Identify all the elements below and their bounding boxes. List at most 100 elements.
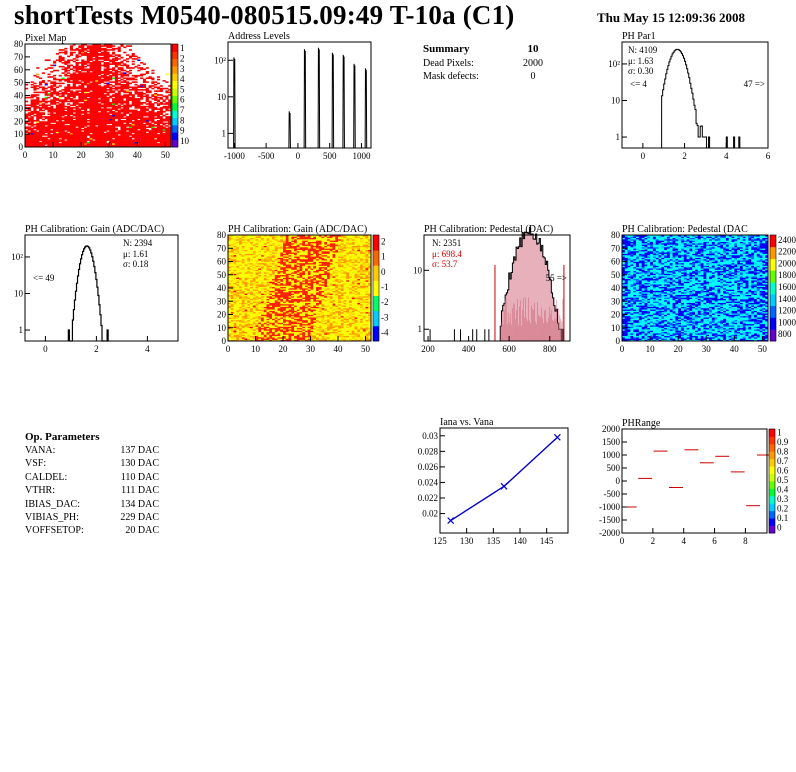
heatmap-cell	[250, 303, 254, 306]
heatmap-cell	[78, 114, 82, 117]
heatmap-cell	[230, 329, 234, 331]
heatmap-cell	[114, 108, 118, 110]
heatmap-cell	[112, 126, 116, 128]
heatmap-cell	[266, 313, 270, 315]
heatmap-cell	[258, 334, 262, 337]
heatmap-cell	[64, 71, 68, 73]
heatmap-cell	[120, 140, 124, 143]
heatmap-cell	[114, 82, 118, 85]
heatmap-cell	[285, 303, 289, 306]
heatmap-cell	[69, 91, 74, 94]
heatmap-cell	[69, 113, 74, 116]
heatmap-cell	[78, 117, 82, 119]
heatmap-cell	[92, 95, 96, 98]
heatmap-cell	[340, 305, 344, 307]
heatmap-cell	[117, 105, 121, 108]
heatmap-cell	[291, 314, 295, 317]
heatmap-cell	[313, 299, 317, 302]
heatmap-cell	[165, 141, 169, 144]
heatmap-cell	[296, 325, 300, 327]
heatmap-cell	[61, 113, 65, 116]
heatmap-cell	[128, 139, 132, 141]
heatmap-cell	[83, 72, 88, 74]
heatmap-cell	[236, 289, 240, 291]
heatmap-cell	[288, 314, 292, 317]
heatmap-cell	[95, 82, 99, 85]
heatmap-cell	[78, 118, 82, 121]
heatmap-cell	[95, 90, 99, 92]
heatmap-cell	[316, 317, 320, 319]
chart-title: PH Calibration: Gain (ADC/DAC)	[25, 224, 164, 235]
heatmap-cell	[266, 286, 270, 289]
heatmap-cell	[349, 302, 353, 305]
heatmap-cell	[168, 126, 172, 128]
heatmap-cell	[131, 128, 135, 131]
heatmap-cell	[283, 288, 287, 290]
heatmap-cell	[329, 331, 333, 334]
heatmap-cell	[316, 294, 320, 297]
heatmap-cell	[316, 331, 320, 334]
heatmap-cell	[316, 334, 320, 337]
heatmap-cell	[142, 136, 147, 139]
heatmap-cell	[151, 132, 155, 135]
heatmap-cell	[69, 64, 74, 67]
heatmap-cell	[140, 89, 144, 91]
heatmap-cell	[33, 132, 37, 135]
heatmap-cell	[112, 144, 116, 147]
heatmap-cell	[354, 293, 358, 295]
heatmap-cell	[272, 305, 276, 307]
heatmap-cell	[360, 313, 364, 315]
heatmap-cell	[338, 327, 342, 330]
heatmap-cell	[340, 307, 344, 310]
heatmap-cell	[233, 323, 237, 326]
heatmap-cell	[313, 285, 317, 288]
heatmap-cell	[305, 315, 309, 318]
heatmap-cell	[263, 313, 267, 315]
heatmap-cell	[53, 114, 57, 117]
heatmap-cell	[261, 299, 265, 302]
heatmap-cell	[280, 294, 284, 297]
heatmap-cell	[294, 313, 298, 315]
heatmap-cell	[75, 130, 79, 132]
heatmap-cell	[95, 116, 99, 118]
heatmap-cell	[316, 291, 320, 294]
heatmap-cell	[151, 141, 155, 144]
heatmap-cell	[159, 90, 163, 92]
heatmap-cell	[89, 47, 93, 50]
heatmap-cell	[140, 128, 144, 131]
heatmap-cell	[239, 310, 243, 313]
heatmap-cell	[280, 329, 284, 331]
heatmap-cell	[103, 143, 107, 145]
heatmap-cell	[86, 116, 90, 118]
heatmap-cell	[25, 131, 29, 134]
heatmap-cell	[247, 293, 251, 295]
heatmap-cell	[81, 116, 85, 118]
heatmap-cell	[365, 298, 369, 301]
heatmap-cell	[112, 62, 116, 64]
heatmap-cell	[137, 134, 141, 136]
heatmap-cell	[126, 137, 130, 140]
heatmap-cell	[83, 53, 88, 55]
heatmap-cell	[98, 80, 102, 82]
heatmap-cell	[47, 96, 51, 99]
heatmap-cell	[233, 313, 237, 315]
heatmap-cell	[120, 86, 124, 89]
heatmap-cell	[291, 334, 295, 337]
heatmap-cell	[250, 334, 254, 337]
heatmap-cell	[349, 318, 353, 321]
heatmap-cell	[92, 89, 96, 91]
heatmap-cell	[368, 334, 372, 337]
heatmap-cell	[327, 299, 331, 302]
heatmap-cell	[310, 333, 314, 335]
heatmap-cell	[30, 117, 34, 119]
heatmap-cell	[89, 76, 93, 78]
heatmap-cell	[228, 317, 232, 319]
heatmap-cell	[81, 96, 85, 99]
heatmap-cell	[239, 331, 243, 334]
heatmap-cell	[89, 135, 93, 137]
heatmap-cell	[332, 317, 336, 319]
heatmap-cell	[41, 80, 45, 82]
heatmap-cell	[340, 323, 344, 326]
heatmap-cell	[258, 311, 262, 314]
heatmap-cell	[114, 114, 118, 117]
